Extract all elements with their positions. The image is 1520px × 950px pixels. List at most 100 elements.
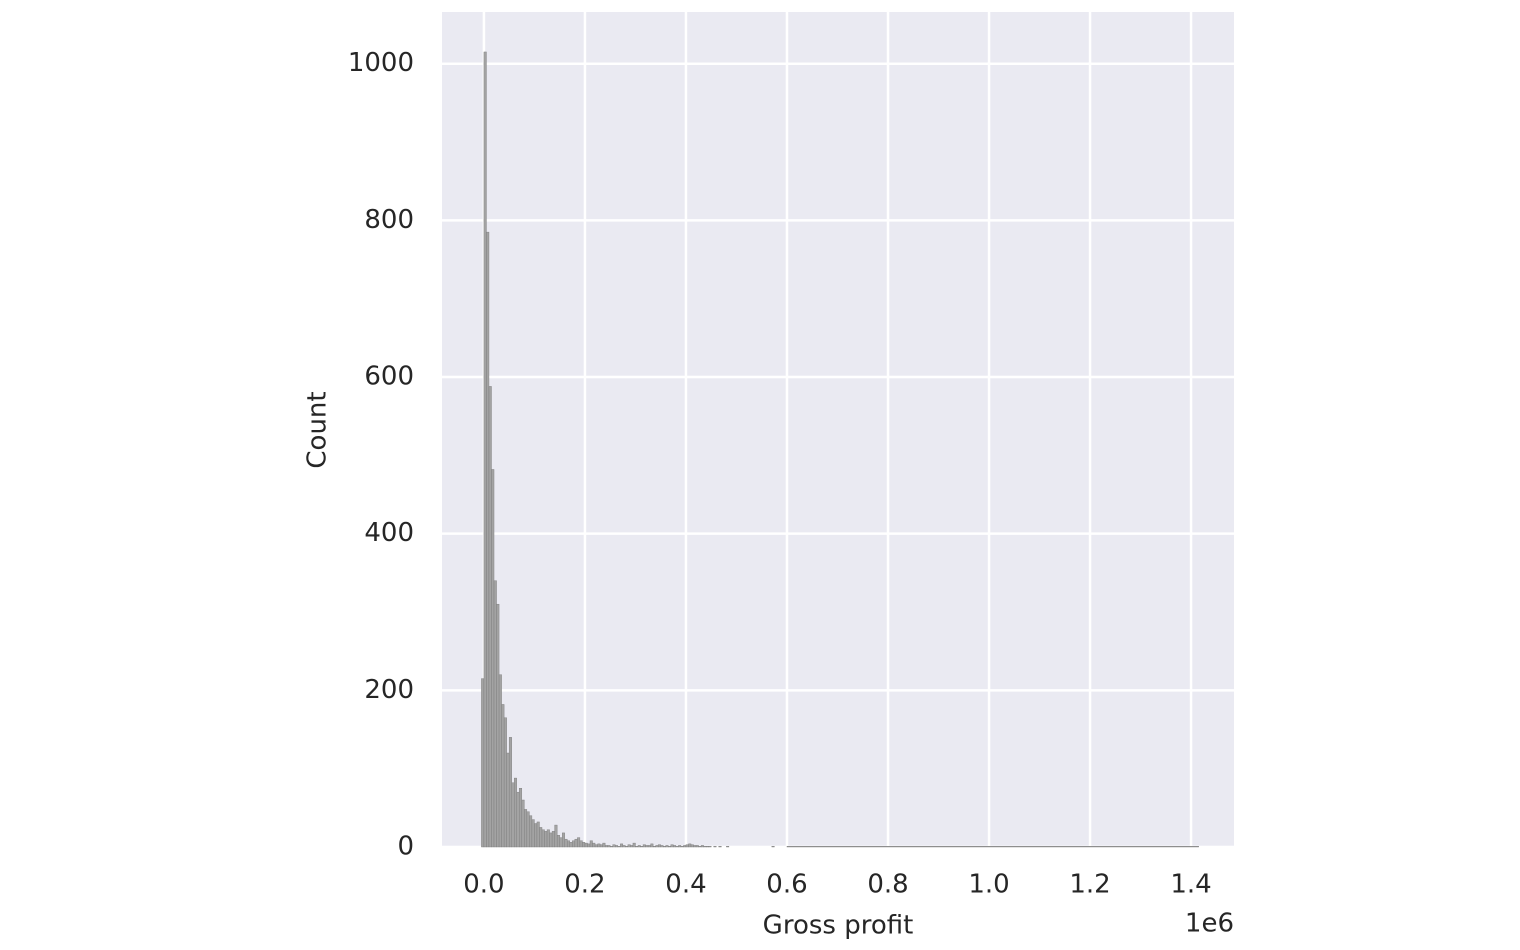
bar <box>708 846 712 848</box>
x-tick-label: 1.0 <box>968 870 1009 900</box>
bar <box>698 846 702 848</box>
bar <box>703 846 707 848</box>
bar <box>627 844 631 848</box>
bar <box>615 845 618 848</box>
y-tick-label: 400 <box>364 518 414 548</box>
bar <box>612 844 616 848</box>
bar <box>660 845 664 848</box>
bar <box>690 844 694 848</box>
bar <box>587 843 591 848</box>
bar <box>622 845 626 848</box>
bar <box>683 845 687 848</box>
bar <box>602 842 606 848</box>
bar <box>675 846 679 848</box>
bar <box>713 846 717 848</box>
bar <box>688 843 692 848</box>
bar <box>534 823 538 848</box>
bar <box>574 838 578 848</box>
bar <box>630 845 634 848</box>
bar <box>529 815 533 848</box>
bar <box>567 840 570 848</box>
bar <box>541 829 545 848</box>
bar <box>663 846 666 848</box>
bar <box>599 844 603 848</box>
bar <box>597 843 601 848</box>
x-tick-label: 1.4 <box>1170 870 1211 900</box>
x-tick-label: 0.2 <box>564 870 605 900</box>
bar <box>514 777 517 848</box>
bar <box>726 846 730 848</box>
bar <box>665 845 669 848</box>
bar <box>640 846 644 848</box>
plot-area <box>442 12 1234 847</box>
bar <box>508 737 512 848</box>
bar <box>607 845 611 848</box>
bar <box>486 231 490 848</box>
bar <box>657 844 661 848</box>
bar <box>481 678 485 848</box>
bar <box>536 821 540 848</box>
x-tick-label: 0.0 <box>463 870 504 900</box>
bar <box>632 842 636 848</box>
bar <box>572 840 576 848</box>
bar <box>559 837 563 848</box>
y-axis-label: Count <box>303 391 333 468</box>
bar <box>493 580 497 848</box>
y-tick-label: 200 <box>364 675 414 705</box>
bar <box>625 846 629 848</box>
bar <box>647 845 651 848</box>
y-tick-label: 0 <box>397 832 414 862</box>
bar <box>498 674 502 848</box>
bar <box>685 844 689 848</box>
bar <box>544 831 548 848</box>
x-tick-label: 0.4 <box>665 870 706 900</box>
bar <box>680 846 684 848</box>
bar <box>668 846 672 848</box>
bar <box>488 386 492 848</box>
y-tick-label: 1000 <box>348 48 414 78</box>
bar <box>546 829 550 848</box>
bar <box>695 845 699 848</box>
bar <box>577 837 581 848</box>
bar <box>569 842 573 848</box>
x-tick-label: 0.6 <box>766 870 807 900</box>
bar <box>531 819 535 848</box>
bar <box>655 845 659 848</box>
bar <box>645 845 649 848</box>
bar <box>503 717 507 848</box>
bar <box>609 846 613 848</box>
bar <box>491 469 495 848</box>
bar <box>556 835 560 848</box>
bar <box>693 845 697 848</box>
bar <box>637 845 641 848</box>
bar <box>620 843 624 848</box>
bar <box>506 752 510 848</box>
bar <box>562 832 565 848</box>
bar <box>519 788 523 848</box>
bar <box>579 840 583 848</box>
bar <box>594 844 598 848</box>
bar <box>673 845 677 848</box>
x-tick-label: 1.2 <box>1069 870 1110 900</box>
bar <box>670 844 674 848</box>
bar <box>511 782 515 848</box>
bar <box>642 844 646 848</box>
bar <box>650 843 654 848</box>
bar <box>526 811 530 848</box>
bar <box>592 842 596 848</box>
bar <box>582 842 586 848</box>
y-tick-label: 600 <box>364 362 414 392</box>
x-tick-label: 0.8 <box>867 870 908 900</box>
bar <box>705 846 709 848</box>
bar <box>700 845 704 848</box>
bar <box>564 838 568 848</box>
bar <box>771 846 775 848</box>
x-axis-label: Gross profit <box>763 911 914 941</box>
bar <box>496 603 500 848</box>
bar <box>652 846 656 848</box>
bar <box>617 846 621 848</box>
bar <box>521 799 525 848</box>
bar <box>718 846 722 848</box>
x-offset-label: 1e6 <box>1185 909 1234 939</box>
